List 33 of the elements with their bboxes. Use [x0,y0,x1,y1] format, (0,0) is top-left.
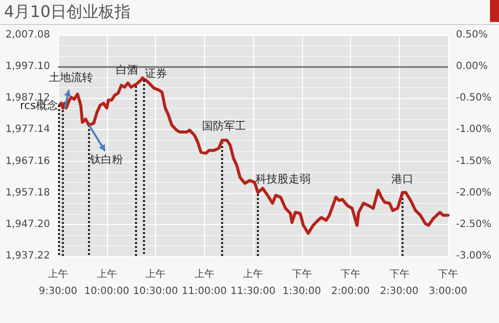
y-tick-label: 1,977.14 [5,124,50,136]
x-tick-label: 下午 3:00:00 [428,268,468,297]
x-tick-label: 上午 10:00:00 [84,268,130,297]
y2-tick-label: 0.00% [456,61,488,72]
y-tick-label: 1,997.10 [5,61,50,72]
y2-tick-label: -3.00% [456,250,492,262]
x-tick-label: 上午 10:30:00 [133,268,178,297]
annotation: 土地流转 [48,71,93,84]
x-tick-label: 下午 1:30:00 [282,268,322,297]
x-tick-label: 上午 11:00:00 [182,268,227,297]
annotation: 科技股走弱 [255,172,310,186]
x-tick-label: 上午 9:30:00 [38,268,78,297]
y2-tick-label: -1.00% [456,124,492,136]
annotation: 国防军工 [202,119,246,132]
y-tick-label: 1,947.20 [5,218,50,230]
annotation: rcs概念 [20,99,58,112]
y-tick-label: 1,957.18 [5,187,50,198]
annotation: 港口 [392,172,414,186]
y2-tick-label: -0.50% [456,92,492,104]
chart-title: 4月10日创业板指 [4,2,131,23]
x-tick-label: 下午 2:00:00 [331,268,370,297]
y2-tick-label: -1.50% [456,156,492,167]
annotation: 白酒 [116,63,138,76]
x-tick-label: 下午 2:30:00 [380,268,419,297]
x-tick-label: 上午 11:30:00 [230,268,276,297]
y-tick-label: 1,937.22 [5,250,50,262]
y2-tick-label: -2.00% [456,187,492,198]
y2-tick-label: -2.50% [456,218,492,230]
annotation: 钛白粉 [89,153,123,166]
y-tick-label: 2,007.08 [5,30,50,40]
y-tick-label: 1,967.16 [5,156,50,167]
y2-tick-label: 0.50% [456,30,488,40]
annotation: 证券 [145,67,167,80]
